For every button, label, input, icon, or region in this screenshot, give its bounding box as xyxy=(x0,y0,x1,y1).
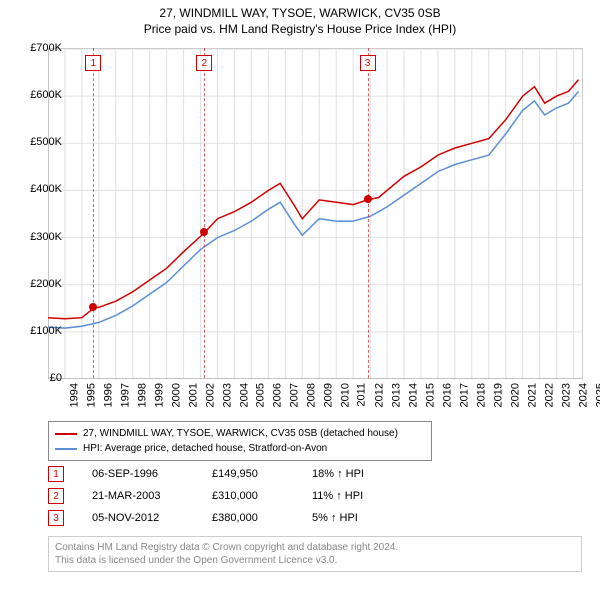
y-tick-label: £0 xyxy=(18,372,62,384)
sale-row: 1 06-SEP-1996 £149,950 18% ↑ HPI xyxy=(48,463,412,485)
x-tick-label: 2004 xyxy=(238,383,250,407)
title-block: 27, WINDMILL WAY, TYSOE, WARWICK, CV35 0… xyxy=(0,0,600,36)
x-tick-label: 2012 xyxy=(374,383,386,407)
y-tick-label: £400K xyxy=(18,183,62,195)
x-tick-label: 2021 xyxy=(526,383,538,407)
x-tick-label: 1997 xyxy=(119,383,131,407)
footer-line: Contains HM Land Registry data © Crown c… xyxy=(55,541,575,554)
sale-diff: 5% ↑ HPI xyxy=(312,512,412,524)
x-tick-label: 2019 xyxy=(492,383,504,407)
y-tick-label: £500K xyxy=(18,136,62,148)
x-tick-label: 2002 xyxy=(204,383,216,407)
marker-line xyxy=(204,48,205,378)
marker-badge: 1 xyxy=(85,55,101,71)
legend-label: 27, WINDMILL WAY, TYSOE, WARWICK, CV35 0… xyxy=(83,426,398,441)
marker-line xyxy=(368,48,369,378)
marker-dot xyxy=(200,228,208,236)
x-tick-label: 2016 xyxy=(441,383,453,407)
x-tick-label: 2010 xyxy=(340,383,352,407)
sale-price: £380,000 xyxy=(212,512,312,524)
sale-diff: 18% ↑ HPI xyxy=(312,468,412,480)
legend-item: HPI: Average price, detached house, Stra… xyxy=(55,441,425,456)
series-price_paid xyxy=(48,80,579,319)
sales-table: 1 06-SEP-1996 £149,950 18% ↑ HPI 2 21-MA… xyxy=(48,463,412,529)
x-tick-label: 2011 xyxy=(356,383,368,407)
chart-container: 27, WINDMILL WAY, TYSOE, WARWICK, CV35 0… xyxy=(0,0,600,590)
title-main: 27, WINDMILL WAY, TYSOE, WARWICK, CV35 0… xyxy=(0,6,600,20)
x-tick-label: 2006 xyxy=(272,383,284,407)
legend-swatch xyxy=(55,448,77,450)
line-chart xyxy=(48,48,583,379)
y-tick-label: £300K xyxy=(18,231,62,243)
sale-date: 21-MAR-2003 xyxy=(92,490,212,502)
sale-badge: 1 xyxy=(48,466,64,482)
x-tick-label: 2014 xyxy=(408,383,420,407)
x-tick-label: 1999 xyxy=(153,383,165,407)
sale-row: 3 05-NOV-2012 £380,000 5% ↑ HPI xyxy=(48,507,412,529)
x-tick-label: 1996 xyxy=(102,383,114,407)
sale-price: £149,950 xyxy=(212,468,312,480)
x-tick-label: 2020 xyxy=(509,383,521,407)
x-tick-label: 1998 xyxy=(136,383,148,407)
footer-line: This data is licensed under the Open Gov… xyxy=(55,554,575,567)
sale-date: 05-NOV-2012 xyxy=(92,512,212,524)
x-tick-label: 2008 xyxy=(306,383,318,407)
x-tick-label: 1995 xyxy=(85,383,97,407)
x-tick-label: 2000 xyxy=(170,383,182,407)
sale-row: 2 21-MAR-2003 £310,000 11% ↑ HPI xyxy=(48,485,412,507)
x-tick-label: 2017 xyxy=(458,383,470,407)
sale-price: £310,000 xyxy=(212,490,312,502)
legend-label: HPI: Average price, detached house, Stra… xyxy=(83,441,327,456)
x-tick-label: 2025 xyxy=(594,383,600,407)
x-tick-label: 2013 xyxy=(391,383,403,407)
x-tick-label: 2009 xyxy=(323,383,335,407)
y-tick-label: £100K xyxy=(18,325,62,337)
sale-date: 06-SEP-1996 xyxy=(92,468,212,480)
marker-badge: 3 xyxy=(360,55,376,71)
legend-item: 27, WINDMILL WAY, TYSOE, WARWICK, CV35 0… xyxy=(55,426,425,441)
y-tick-label: £200K xyxy=(18,278,62,290)
legend-swatch xyxy=(55,433,77,435)
title-sub: Price paid vs. HM Land Registry's House … xyxy=(0,22,600,36)
marker-line xyxy=(93,48,94,378)
x-tick-label: 2001 xyxy=(187,383,199,407)
footer-attribution: Contains HM Land Registry data © Crown c… xyxy=(48,536,582,572)
legend: 27, WINDMILL WAY, TYSOE, WARWICK, CV35 0… xyxy=(48,421,432,461)
marker-dot xyxy=(364,195,372,203)
x-tick-label: 2023 xyxy=(560,383,572,407)
x-tick-label: 1994 xyxy=(68,383,80,407)
sale-badge: 3 xyxy=(48,510,64,526)
x-tick-label: 2003 xyxy=(221,383,233,407)
x-tick-label: 2018 xyxy=(475,383,487,407)
x-tick-label: 2005 xyxy=(255,383,267,407)
sale-diff: 11% ↑ HPI xyxy=(312,490,412,502)
x-tick-label: 2022 xyxy=(543,383,555,407)
x-tick-label: 2007 xyxy=(289,383,301,407)
marker-badge: 2 xyxy=(196,55,212,71)
marker-dot xyxy=(89,303,97,311)
x-tick-label: 2024 xyxy=(577,383,589,407)
sale-badge: 2 xyxy=(48,488,64,504)
y-tick-label: £700K xyxy=(18,42,62,54)
x-tick-label: 2015 xyxy=(424,383,436,407)
y-tick-label: £600K xyxy=(18,89,62,101)
